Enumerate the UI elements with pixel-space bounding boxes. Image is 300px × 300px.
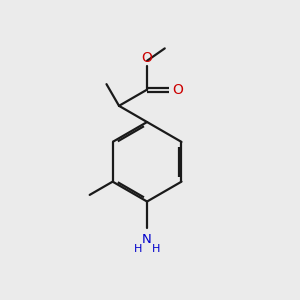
Text: O: O <box>142 51 152 64</box>
Text: N: N <box>142 233 152 246</box>
Text: O: O <box>173 82 184 97</box>
Text: H: H <box>134 244 142 254</box>
Text: H: H <box>152 244 160 254</box>
